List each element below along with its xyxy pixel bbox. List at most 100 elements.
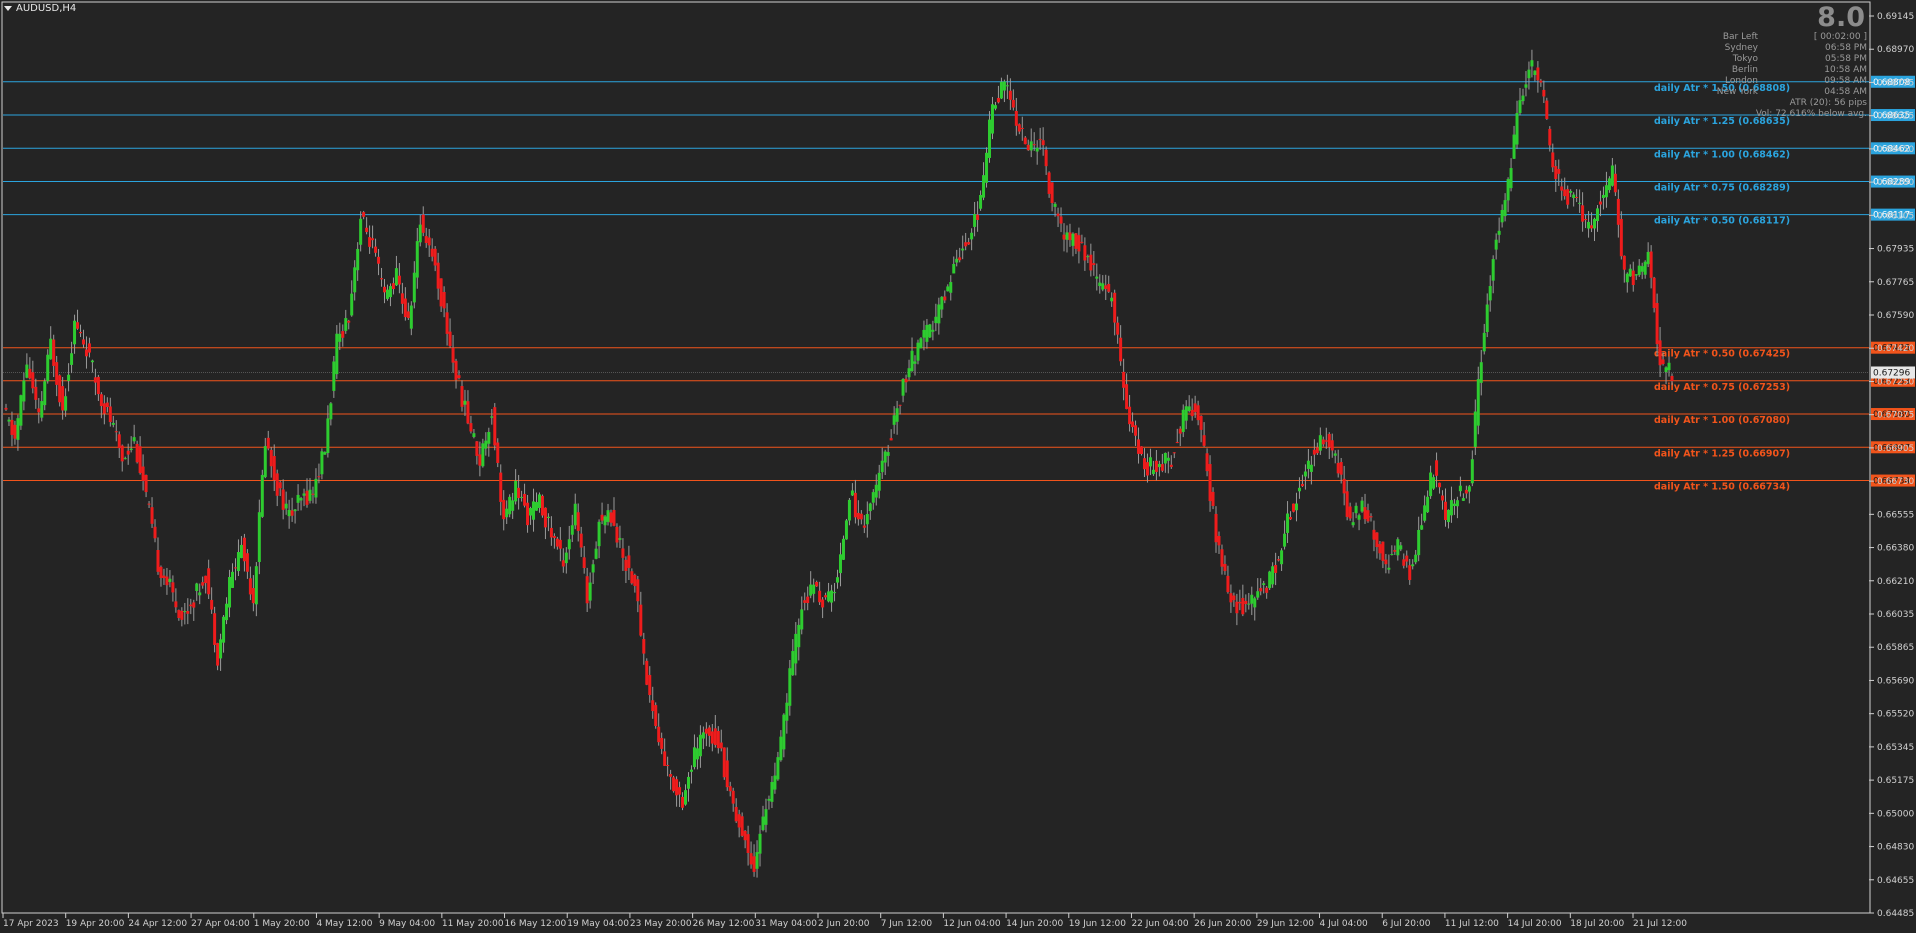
info-value: 10:58 AM	[1824, 65, 1867, 75]
bear-candle	[540, 495, 544, 516]
y-tick-label: 0.66555	[1877, 510, 1914, 520]
bear-candle	[1393, 550, 1397, 552]
bull-candle	[838, 554, 842, 574]
y-tick-label: 0.67935	[1877, 245, 1914, 255]
price-tag-label: 0.68117	[1873, 211, 1910, 221]
bull-candle	[1318, 435, 1322, 451]
bear-candle	[1038, 138, 1042, 140]
bear-candle	[251, 588, 255, 604]
bull-candle	[1354, 505, 1358, 514]
bear-candle	[13, 424, 17, 439]
price-tag-bg	[1871, 441, 1915, 454]
bull-candle	[299, 498, 303, 501]
bear-candle	[716, 731, 720, 749]
bear-candle	[1342, 478, 1346, 494]
bull-candle	[296, 494, 300, 503]
bull-candle	[907, 368, 911, 378]
info-row: Bar Left [ 00:02:00 ]	[1630, 32, 1867, 43]
bear-candle	[1235, 601, 1239, 614]
bull-candle	[49, 338, 53, 360]
dropdown-triangle-icon[interactable]	[4, 6, 12, 11]
bear-candle	[10, 419, 14, 435]
bear-candle	[1119, 337, 1123, 362]
bull-candle	[231, 571, 235, 588]
y-tick-label: 0.68795	[1877, 78, 1914, 88]
bull-candle	[287, 509, 291, 517]
bear-candle	[362, 212, 366, 217]
price-tag-bg	[1871, 208, 1915, 221]
x-tick-label: 17 Apr 2023	[3, 919, 59, 929]
bull-candle	[871, 492, 875, 503]
bull-candle	[999, 81, 1003, 99]
bear-candle	[1312, 449, 1316, 455]
bear-candle	[1581, 205, 1585, 222]
bear-candle	[719, 742, 723, 749]
bull-candle	[1005, 85, 1009, 87]
bear-candle	[657, 726, 661, 743]
bear-candle	[636, 579, 640, 602]
bull-candle	[570, 525, 574, 535]
bull-candle	[1101, 283, 1105, 290]
symbol-label[interactable]: AUDUSD,H4	[4, 3, 76, 14]
bull-candle	[1399, 545, 1403, 550]
x-tick-label: 19 May 04:00	[567, 919, 629, 929]
bull-candle	[1429, 472, 1433, 497]
bear-candle	[1089, 254, 1093, 271]
bear-candle	[1134, 425, 1138, 436]
bull-candle	[1476, 379, 1480, 426]
bear-candle	[1044, 149, 1048, 167]
x-tick-label: 14 Jul 20:00	[1508, 919, 1562, 929]
bull-candle	[388, 286, 392, 298]
bear-candle	[710, 731, 714, 744]
bull-candle	[1530, 60, 1534, 67]
bull-candle	[1491, 259, 1495, 281]
bear-candle	[672, 777, 676, 792]
bear-candle	[1178, 428, 1182, 434]
current-price-tag	[1871, 366, 1915, 379]
y-tick-label: 0.65000	[1877, 809, 1914, 819]
bull-candle	[198, 592, 202, 596]
x-tick-label: 1 May 20:00	[254, 919, 310, 929]
bear-candle	[713, 728, 717, 746]
bear-candle	[278, 482, 282, 489]
bull-candle	[910, 350, 914, 372]
bull-candle	[1643, 261, 1647, 275]
bull-candle	[1029, 141, 1033, 151]
x-tick-label: 9 May 04:00	[379, 919, 435, 929]
bull-candle	[1360, 500, 1364, 512]
bear-candle	[1080, 241, 1084, 243]
bear-candle	[108, 406, 112, 423]
bear-candle	[1265, 587, 1269, 593]
bull-candle	[323, 452, 327, 455]
y-tick-label: 0.64655	[1877, 876, 1914, 886]
bull-candle	[1494, 239, 1498, 250]
bull-candle	[791, 651, 795, 676]
bull-candle	[922, 329, 926, 338]
bear-candle	[144, 474, 148, 493]
bear-candle	[1652, 277, 1656, 308]
bear-candle	[561, 560, 565, 567]
bear-candle	[722, 747, 726, 778]
bear-candle	[1062, 234, 1066, 240]
bull-candle	[686, 776, 690, 789]
bull-candle	[326, 418, 330, 453]
bear-candle	[749, 853, 753, 865]
bull-candle	[409, 305, 413, 329]
bear-candle	[147, 503, 151, 505]
bear-candle	[1655, 302, 1659, 345]
bull-candle	[865, 514, 869, 525]
bull-candle	[1512, 134, 1516, 159]
y-tick-label: 0.68625	[1877, 112, 1914, 122]
y-tick-label: 0.66035	[1877, 610, 1914, 620]
bear-candle	[1068, 232, 1072, 241]
y-tick-label: 0.65520	[1877, 710, 1914, 720]
bear-candle	[1223, 563, 1227, 572]
bear-candle	[1011, 99, 1015, 108]
bull-candle	[990, 104, 994, 134]
upper-atr-label: daily Atr * 1.25 (0.68635)	[1654, 116, 1790, 127]
bull-candle	[1333, 453, 1337, 456]
bear-candle	[138, 446, 142, 473]
bull-candle	[1449, 500, 1453, 516]
bear-candle	[815, 581, 819, 587]
